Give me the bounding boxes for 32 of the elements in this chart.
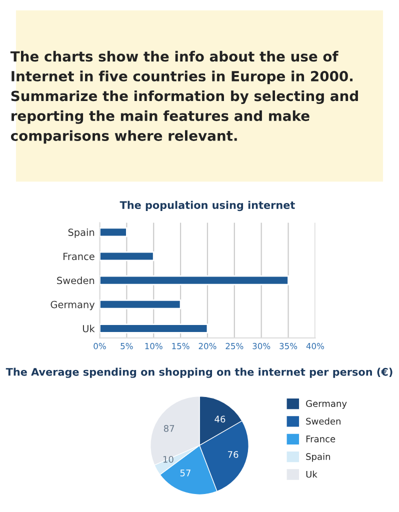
y-tick-label: Sweden	[57, 276, 94, 284]
x-tick-label: 40%	[306, 342, 324, 350]
x-tick-label: 35%	[280, 342, 298, 350]
legend-label: France	[306, 436, 336, 442]
y-tick-label: France	[64, 252, 94, 260]
y-tick-label: Uk	[82, 324, 95, 332]
x-tick-label: 5%	[120, 342, 133, 350]
x-tick-label: 0%	[94, 342, 106, 350]
x-tick-label: 20%	[198, 342, 216, 350]
x-tick-label: 10%	[145, 342, 162, 350]
x-tick-label: 25%	[226, 342, 244, 350]
chart-title: The population using internet	[120, 200, 295, 212]
x-tick-label: 15%	[172, 342, 190, 350]
bar	[100, 275, 289, 286]
bar	[100, 227, 128, 238]
data-label: 46	[214, 416, 226, 423]
y-tick-label: Spain	[68, 228, 94, 238]
legend-label: Uk	[306, 470, 318, 478]
data-label: 57	[180, 470, 190, 476]
bar	[100, 324, 208, 334]
legend-label: Spain	[306, 453, 330, 462]
x-tick-label: 30%	[252, 342, 270, 350]
chart-title: The Average spending on shopping on the internet per person (€)	[6, 368, 392, 378]
data-label: 76	[228, 451, 238, 458]
bar	[100, 251, 154, 262]
legend-label: Sweden	[306, 418, 340, 425]
y-tick-label: Germany	[50, 300, 95, 310]
legend-label: Germany	[306, 400, 347, 409]
data-label: 87	[164, 425, 174, 432]
text: The charts show the info about the use of Internet in five countries in Europe in 2000. Summarize the information by selecting and reporting the main features and make comparisons where relevant.	[10, 50, 358, 144]
data-label: 10	[163, 456, 174, 463]
bar	[100, 299, 182, 310]
